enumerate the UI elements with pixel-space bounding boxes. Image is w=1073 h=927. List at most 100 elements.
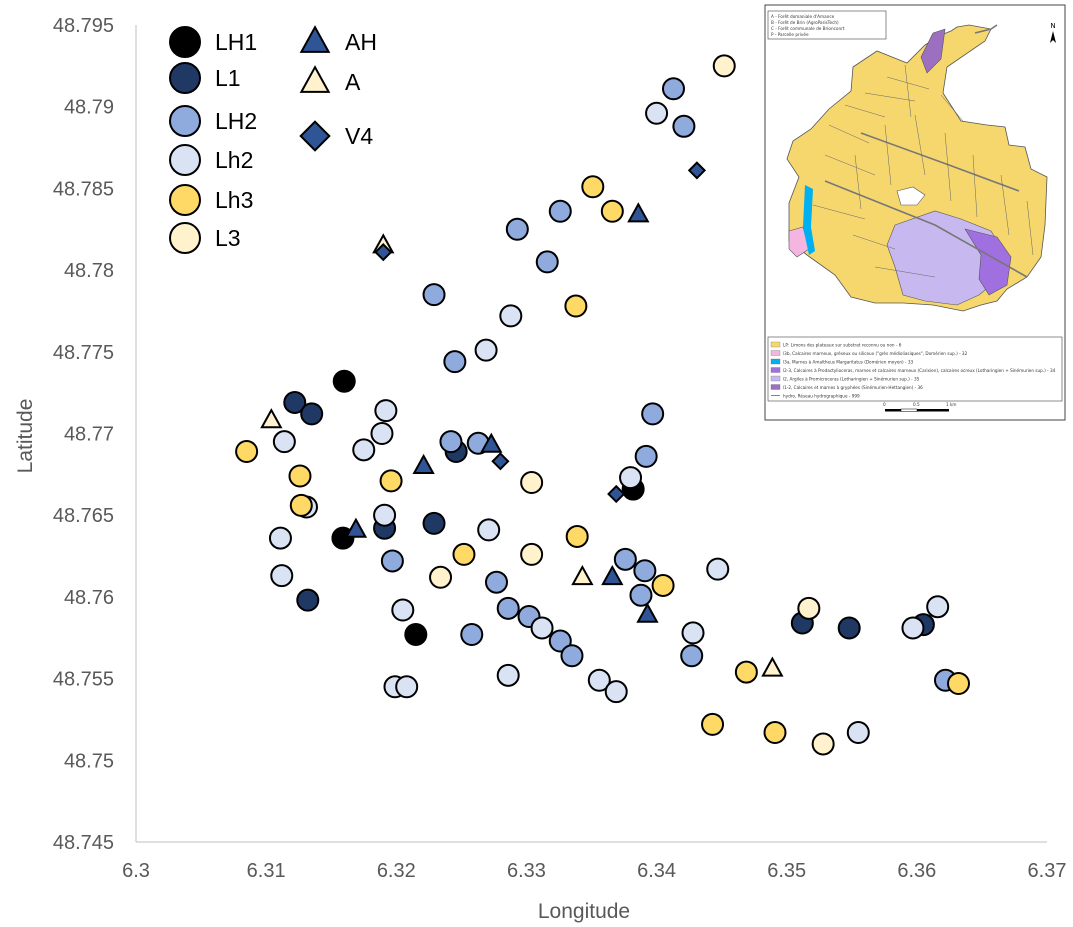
point-triangle (627, 202, 650, 223)
x-tick-label: 6.31 (247, 860, 286, 882)
legend-label: LH2 (215, 108, 257, 134)
legend-item: LH1 (169, 26, 257, 58)
point-circle (926, 595, 950, 619)
x-tick-label: 6.3 (122, 860, 150, 882)
legend-marker-circle (169, 222, 201, 254)
point-circle (373, 503, 397, 527)
point-circle (846, 721, 870, 745)
inset-legend-swatch (770, 367, 781, 373)
legend-item: V4 (299, 120, 373, 152)
inset-legend-label: LP: Limons des plateaux sur substrat rec… (783, 343, 902, 348)
y-tick-label: 48.75 (64, 750, 114, 772)
point-circle (681, 621, 705, 645)
point-circle (300, 402, 324, 426)
inset-legend: LP: Limons des plateaux sur substrat rec… (770, 341, 1056, 399)
legend-marker-diamond (299, 120, 331, 152)
point-triangle (260, 408, 283, 429)
point-circle (499, 304, 523, 328)
series-Lh3 (235, 175, 971, 745)
legend-marker-circle (169, 184, 201, 216)
x-axis-title: Longitude (538, 900, 630, 923)
point-circle (296, 588, 320, 612)
y-axis-title: Latitude (14, 399, 37, 474)
point-circle (797, 596, 821, 620)
point-triangle (480, 432, 503, 453)
point-circle (811, 732, 835, 756)
inset-header-line: A - Forêt domaniale d'Amance (771, 14, 835, 19)
forest-zone-marnes-blue (803, 185, 815, 255)
north-arrow-label: N (1050, 22, 1055, 30)
scale-bar: 0 0.5 1 km (883, 402, 957, 412)
point-circle (374, 399, 398, 423)
legend-marker-triangle (299, 25, 331, 53)
point-circle (564, 294, 588, 318)
point-circle (380, 549, 404, 573)
inset-legend-label: hydro, Réseau hydrographique - 999 (783, 394, 860, 399)
point-circle (370, 422, 394, 445)
point-diamond (687, 161, 707, 180)
point-circle (429, 565, 453, 589)
forest-zone-calcaires-violet (964, 228, 1012, 296)
point-circle (395, 675, 419, 699)
y-tick-label: 48.775 (53, 342, 114, 364)
point-circle (404, 622, 428, 646)
inset-legend-label: l3b, Calcaires marneux, gréseux ou silic… (783, 351, 968, 356)
scale-label: 1 km (946, 402, 957, 407)
legend-item: Lh2 (169, 144, 253, 176)
point-circle (560, 644, 584, 668)
point-circle (629, 583, 653, 607)
legend-item: LH2 (169, 105, 257, 137)
inset-legend-swatch (770, 384, 781, 390)
series-L3 (429, 54, 835, 756)
north-arrow-icon (1050, 31, 1056, 43)
point-circle (270, 564, 294, 588)
point-circle (645, 101, 669, 125)
point-circle (604, 680, 628, 704)
point-diamond (491, 452, 510, 471)
x-tick-label: 6.33 (507, 860, 546, 882)
inset-map: A - Forêt domaniale d'Amance B - Forêt d… (764, 4, 1066, 421)
inset-header-box (767, 10, 887, 40)
x-tick-label: 6.32 (377, 860, 416, 882)
inset-legend-label: l2, Argiles à Promicroceras (Lotharingie… (783, 377, 920, 382)
legend-item: A (299, 65, 361, 95)
inset-header-lines: A - Forêt domaniale d'Amance B - Forêt d… (771, 14, 845, 37)
point-circle (439, 430, 463, 454)
axes (135, 25, 1047, 843)
point-circle (460, 622, 484, 646)
legend-marker-circle (169, 26, 201, 58)
legend-label: V4 (345, 123, 373, 149)
y-tick-label: 48.76 (64, 587, 114, 609)
x-tick-label: 6.36 (897, 860, 936, 882)
point-circle (332, 369, 356, 393)
inset-legend-label: l3a, Marnes à Amaltheus Margaritatus (Do… (783, 360, 914, 365)
y-tick-label: 48.785 (53, 178, 114, 200)
inset-legend-swatch (770, 358, 781, 365)
point-circle (661, 77, 685, 101)
x-tick-label: 6.35 (767, 860, 806, 882)
legend-label: AH (345, 29, 377, 55)
legend-item: L3 (169, 222, 241, 254)
legend-item: Lh3 (169, 184, 253, 216)
point-circle (535, 250, 559, 274)
point-circle (268, 526, 292, 550)
point-circle (520, 542, 544, 566)
y-tick-label: 48.78 (64, 260, 114, 282)
point-circle (633, 559, 657, 583)
point-circle (901, 616, 925, 640)
point-triangle (761, 656, 784, 677)
y-tick-label: 48.755 (53, 669, 114, 691)
point-circle (837, 616, 861, 640)
point-circle (484, 570, 508, 594)
point-circle (530, 616, 554, 640)
point-circle (600, 199, 624, 223)
y-tick-label: 48.745 (53, 832, 114, 854)
point-circle (443, 350, 467, 374)
point-circle (272, 430, 296, 454)
point-triangle (571, 564, 594, 586)
point-circle (520, 471, 544, 495)
point-circle (565, 524, 589, 548)
point-circle (422, 283, 446, 307)
scale-label: 0.5 (913, 402, 920, 407)
